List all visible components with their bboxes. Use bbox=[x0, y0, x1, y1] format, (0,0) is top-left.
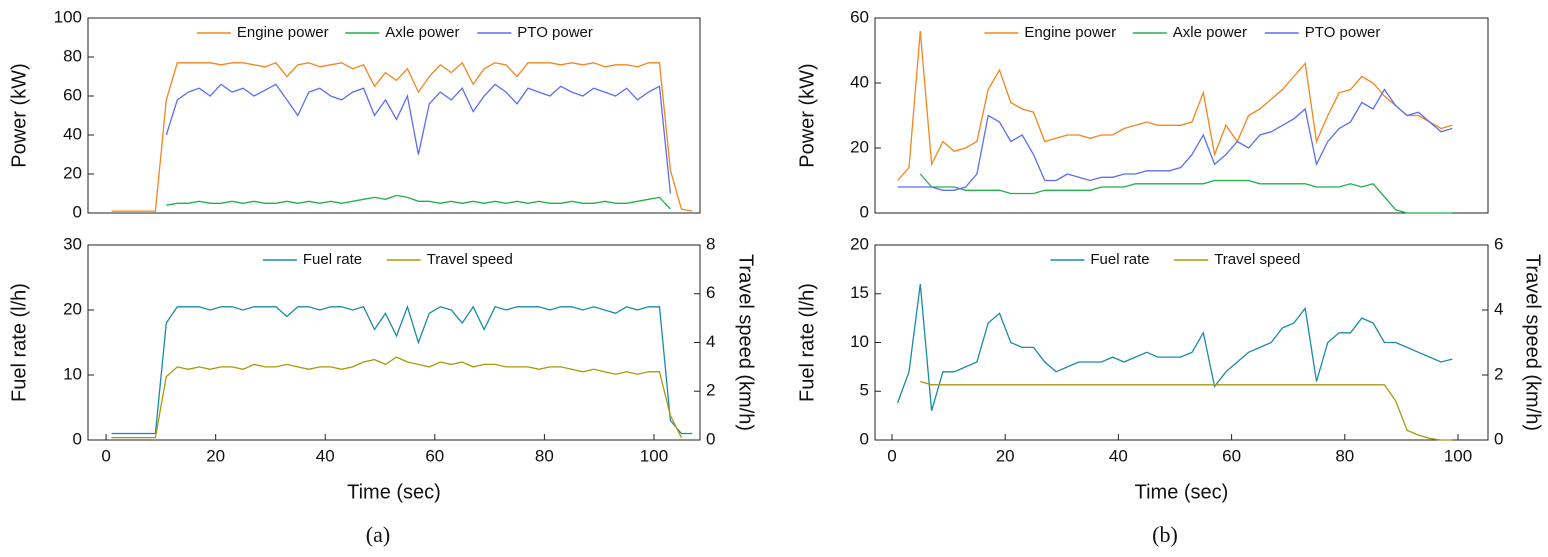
series-line bbox=[166, 194, 671, 210]
legend-label: Travel speed bbox=[427, 251, 513, 268]
y-tick-label: 15 bbox=[850, 283, 869, 302]
y-tick-label: 10 bbox=[63, 364, 82, 383]
series-line bbox=[111, 356, 682, 439]
legend-label: Travel speed bbox=[1214, 251, 1300, 268]
x-tick-label: 80 bbox=[1335, 446, 1354, 465]
y2-tick-label: 6 bbox=[1494, 234, 1503, 253]
y-tick-label: 60 bbox=[63, 85, 82, 104]
y-tick-label: 40 bbox=[63, 124, 82, 143]
x-tick-label: 20 bbox=[996, 446, 1015, 465]
series-line bbox=[111, 304, 693, 435]
y-axis-label: Power (kW) bbox=[8, 63, 30, 167]
x-axis-label: Time (sec) bbox=[347, 481, 441, 503]
x-tick-label: 80 bbox=[535, 446, 554, 465]
x-axis-label: Time (sec) bbox=[1135, 481, 1229, 503]
y2-tick-label: 2 bbox=[706, 381, 715, 400]
y-tick-label: 5 bbox=[860, 381, 869, 400]
series-line bbox=[919, 173, 1453, 214]
x-tick-label: 100 bbox=[640, 446, 668, 465]
plot-frame bbox=[87, 244, 701, 441]
series-line bbox=[897, 30, 1453, 181]
y2-tick-label: 6 bbox=[706, 283, 715, 302]
y-tick-label: 0 bbox=[860, 429, 869, 448]
y-tick-label: 30 bbox=[63, 234, 82, 253]
y-tick-label: 20 bbox=[850, 234, 869, 253]
y-tick-label: 20 bbox=[63, 163, 82, 182]
y-tick-label: 60 bbox=[850, 7, 869, 26]
legend-label: Engine power bbox=[237, 24, 329, 41]
y-tick-label: 80 bbox=[63, 46, 82, 65]
y-tick-label: 100 bbox=[54, 7, 82, 26]
series-line bbox=[897, 88, 1453, 191]
panel-label: (a) bbox=[366, 522, 390, 547]
x-tick-label: 0 bbox=[887, 446, 896, 465]
y-tick-label: 0 bbox=[73, 202, 82, 221]
y-tick-label: 10 bbox=[850, 332, 869, 351]
legend-label: Axle power bbox=[1173, 24, 1247, 41]
legend-label: PTO power bbox=[1305, 24, 1381, 41]
x-tick-label: 40 bbox=[316, 446, 335, 465]
y2-tick-label: 2 bbox=[1494, 364, 1503, 383]
legend-label: PTO power bbox=[517, 24, 593, 41]
x-tick-label: 100 bbox=[1444, 446, 1472, 465]
y2-tick-label: 0 bbox=[1494, 429, 1503, 448]
legend-label: Fuel rate bbox=[1090, 251, 1149, 268]
series-line bbox=[165, 83, 672, 194]
y2-axis-label: Travel speed (km/h) bbox=[1522, 254, 1544, 431]
y-axis-label: Fuel rate (l/h) bbox=[796, 283, 818, 402]
plot-frame bbox=[87, 17, 701, 214]
x-tick-label: 60 bbox=[425, 446, 444, 465]
legend-label: Axle power bbox=[385, 24, 459, 41]
series-line bbox=[896, 283, 1453, 411]
y-tick-label: 0 bbox=[860, 202, 869, 221]
x-tick-label: 60 bbox=[1222, 446, 1241, 465]
y2-tick-label: 4 bbox=[1494, 299, 1503, 318]
y-tick-label: 40 bbox=[850, 72, 869, 91]
legend-label: Fuel rate bbox=[303, 251, 362, 268]
y2-tick-label: 8 bbox=[706, 234, 715, 253]
panel-label: (b) bbox=[1152, 522, 1178, 547]
plot-frame bbox=[874, 17, 1489, 214]
series-line bbox=[920, 380, 1453, 441]
y2-tick-label: 0 bbox=[706, 429, 715, 448]
x-tick-label: 40 bbox=[1109, 446, 1128, 465]
y-axis-label: Power (kW) bbox=[796, 63, 818, 167]
x-tick-label: 0 bbox=[101, 446, 110, 465]
y-tick-label: 20 bbox=[850, 137, 869, 156]
y2-tick-label: 4 bbox=[706, 332, 715, 351]
y-axis-label: Fuel rate (l/h) bbox=[8, 283, 30, 402]
series-line bbox=[111, 61, 693, 212]
x-tick-label: 20 bbox=[206, 446, 225, 465]
y-tick-label: 0 bbox=[73, 429, 82, 448]
y-tick-label: 20 bbox=[63, 299, 82, 318]
legend-label: Engine power bbox=[1024, 24, 1116, 41]
y2-axis-label: Travel speed (km/h) bbox=[735, 254, 757, 431]
